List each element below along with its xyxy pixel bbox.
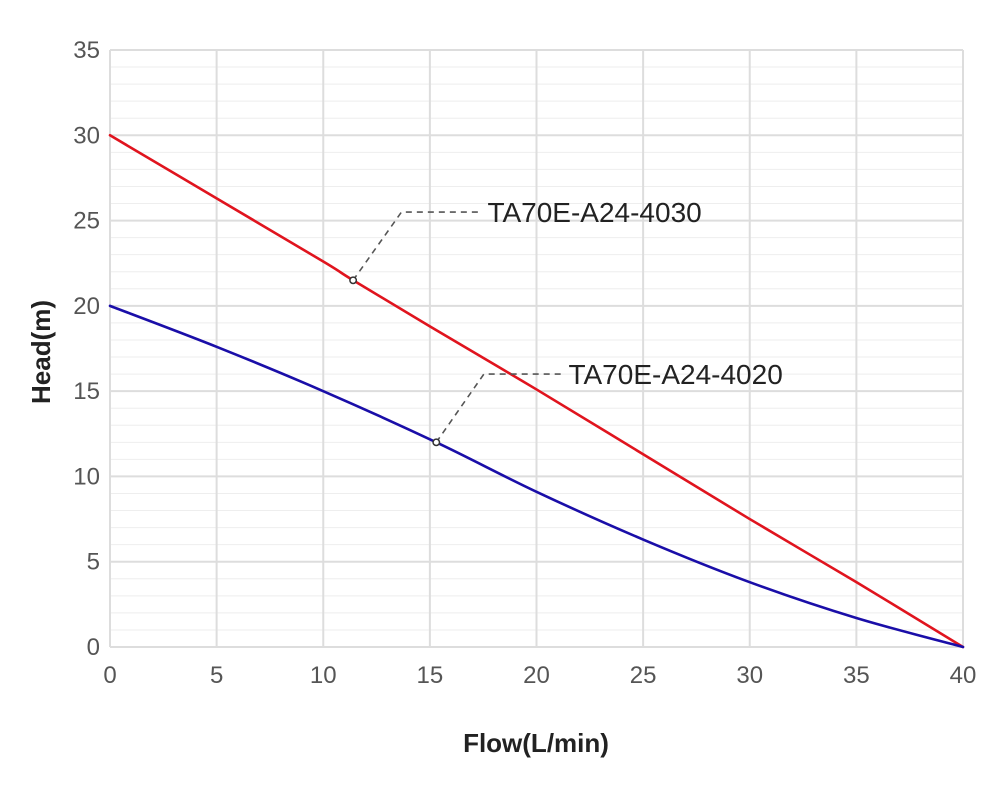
callout-marker bbox=[349, 276, 358, 285]
y-tick-label: 20 bbox=[73, 293, 100, 320]
callout-marker bbox=[432, 438, 441, 447]
x-tick-label: 5 bbox=[210, 662, 223, 689]
y-tick-label: 35 bbox=[73, 37, 100, 64]
x-tick-label: 20 bbox=[523, 662, 550, 689]
x-tick-label: 40 bbox=[950, 662, 977, 689]
x-tick-label: 15 bbox=[417, 662, 444, 689]
x-tick-label: 35 bbox=[843, 662, 870, 689]
x-tick-label: 25 bbox=[630, 662, 657, 689]
callout-leader-line bbox=[352, 211, 482, 281]
y-tick-label: 0 bbox=[87, 634, 100, 661]
x-tick-label: 30 bbox=[736, 662, 763, 689]
major-grid bbox=[109, 49, 964, 648]
x-tick-label: 0 bbox=[103, 662, 116, 689]
tick-labels: 0 5 10 15 20 25 30 35 0 5 10 15 20 25 30 35 40 bbox=[73, 37, 976, 689]
series-label-2: TA70E-A24-4020 bbox=[568, 359, 782, 390]
y-axis-title: Head(m) bbox=[26, 300, 56, 404]
series-layer bbox=[108, 133, 965, 649]
series-line-2 bbox=[108, 304, 965, 649]
annotation-layer: TA70E-A24-4030 TA70E-A24-4020 bbox=[349, 197, 783, 447]
series-line-1 bbox=[108, 133, 965, 649]
callout-leader-line bbox=[435, 373, 563, 443]
y-tick-label: 15 bbox=[73, 378, 100, 405]
y-tick-label: 30 bbox=[73, 122, 100, 149]
x-tick-label: 10 bbox=[310, 662, 337, 689]
y-tick-label: 10 bbox=[73, 463, 100, 490]
x-axis-title: Flow(L/min) bbox=[463, 728, 609, 758]
series-label-1: TA70E-A24-4030 bbox=[487, 197, 701, 228]
y-tick-label: 25 bbox=[73, 208, 100, 235]
y-tick-label: 5 bbox=[87, 549, 100, 576]
